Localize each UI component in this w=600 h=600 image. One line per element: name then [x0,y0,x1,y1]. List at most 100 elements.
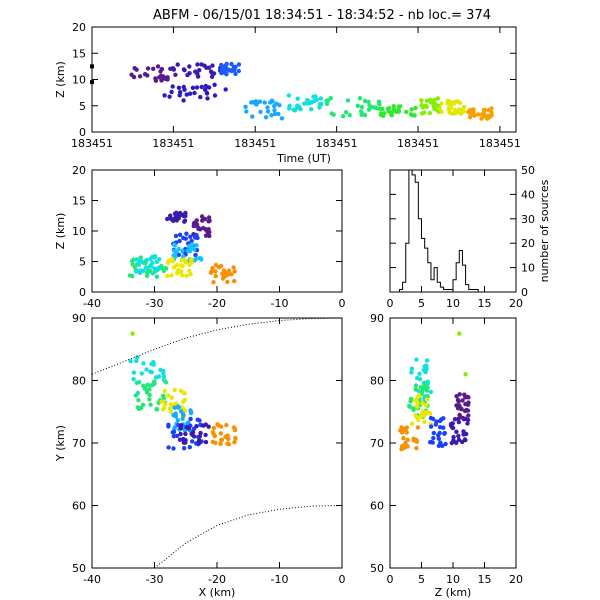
source-point [193,235,198,240]
source-point [137,74,143,79]
source-point [185,248,190,253]
source-point [233,436,238,441]
source-point [362,113,368,118]
source-point [177,232,183,237]
source-point [380,106,385,112]
source-point [212,433,217,439]
source-point [176,85,182,91]
source-point [421,367,426,373]
source-point [411,406,417,411]
source-point [377,102,382,107]
source-point [184,231,189,236]
source-point [174,433,180,439]
source-point [302,101,307,106]
source-point [206,85,212,90]
source-point [380,111,385,117]
source-point [439,101,444,106]
source-point [171,446,176,451]
source-point [415,404,420,409]
source-point [317,102,323,107]
source-point [176,267,181,272]
source-point [297,104,302,110]
source-point [454,440,459,445]
source-point [144,367,149,372]
source-point [424,397,430,402]
source-point [457,331,462,336]
source-point [331,112,336,117]
source-point [236,62,242,67]
y-tick-label: 50 [521,164,535,177]
source-point [198,430,203,436]
source-point [195,71,200,77]
source-point [462,437,468,442]
source-point [172,211,178,216]
y-tick-label: 90 [370,312,384,325]
source-point [203,227,208,232]
source-point [197,434,202,439]
source-point [180,263,185,269]
source-point [197,256,202,261]
source-point [204,65,209,71]
source-point [171,248,177,253]
source-point [272,108,277,113]
source-point [431,430,436,436]
source-point [428,389,434,395]
source-point [139,371,144,376]
source-point [359,112,364,118]
source-point [175,62,180,67]
source-point [212,82,217,88]
y-tick-label: 30 [521,213,535,226]
source-point [422,419,427,424]
source-point [435,96,441,101]
y-tick-label: 10 [72,74,86,87]
y-tick-label: 70 [370,437,384,450]
x-tick-label: 15 [478,573,492,586]
source-point [425,358,430,363]
source-point [386,105,392,111]
source-point [175,418,180,423]
source-point [358,109,364,114]
source-point [362,98,368,104]
histogram-steps [390,169,516,293]
source-point [422,381,427,387]
source-point [178,431,183,437]
source-point [307,100,312,106]
x-axis-label: X (km) [199,586,236,599]
x-tick-label: 10 [446,573,460,586]
source-point [167,406,173,411]
source-point [159,399,164,404]
source-point [143,265,149,270]
source-point [313,94,318,99]
source-point [432,97,437,103]
source-point [194,218,199,223]
y-tick-label: 5 [79,100,86,113]
source-point [462,408,468,414]
source-point [182,408,188,413]
y-tick-label: 15 [72,195,86,208]
source-point [195,62,200,67]
y-tick-label: 20 [72,164,86,177]
source-point [177,210,183,216]
source-point [170,430,175,435]
source-point [458,111,464,116]
source-point [165,216,170,222]
source-point [130,274,135,279]
x-tick-label: 183451 [397,137,439,150]
x-tick-label: 183451 [479,137,521,150]
x-tick-label: -20 [208,573,226,586]
source-point [221,273,226,278]
source-point [250,114,255,119]
source-point [134,67,139,72]
source-point [161,368,166,374]
source-point [286,106,292,111]
source-point [279,116,285,121]
source-point [189,431,194,437]
source-point [409,421,415,426]
source-point [135,355,140,360]
x-tick-label: 10 [446,297,460,310]
source-point [170,84,175,89]
x-tick-label: -40 [83,573,101,586]
source-point [181,390,186,395]
source-point [134,380,139,385]
source-point [408,396,414,402]
